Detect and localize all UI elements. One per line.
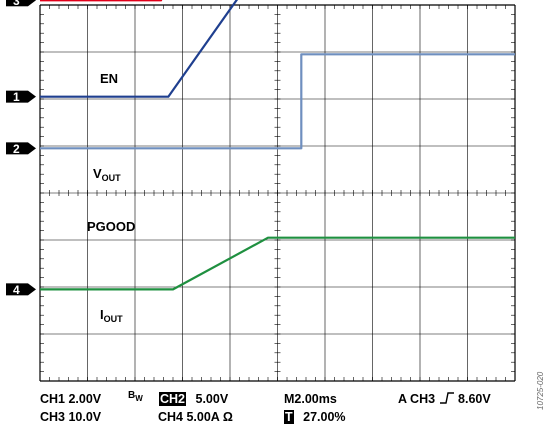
ch2-tag: CH2 bbox=[159, 392, 187, 406]
trace-vout bbox=[40, 0, 239, 98]
svg-text:1: 1 bbox=[13, 90, 20, 104]
bw-main: B bbox=[128, 390, 136, 401]
channel-marker-2: 2 bbox=[6, 142, 36, 156]
ch2-value: 5.00V bbox=[195, 392, 229, 406]
vout-label-sub: OUT bbox=[102, 173, 122, 183]
bw-sub: W bbox=[135, 394, 143, 403]
grid bbox=[39, 4, 516, 382]
footer-timebase: M2.00ms bbox=[284, 392, 337, 406]
iout-label-sub: OUT bbox=[104, 314, 124, 324]
vout-label: VOUT bbox=[93, 166, 121, 183]
t-value: 27.00% bbox=[303, 410, 346, 424]
footer-trigger-position: T 27.00% bbox=[284, 410, 346, 424]
figure-id: 10725-020 bbox=[536, 371, 545, 410]
svg-text:3: 3 bbox=[13, 0, 20, 8]
channel-marker-3: 3 bbox=[6, 0, 36, 8]
channel-markers: 3 1 2 4 bbox=[6, 0, 36, 297]
t-tag: T bbox=[284, 410, 294, 424]
trigger-level: 8.60V bbox=[458, 392, 491, 406]
iout-label-main: I bbox=[100, 307, 104, 322]
footer-ch1: CH1 2.00V bbox=[40, 392, 102, 406]
footer-ch4: CH4 5.00A Ω bbox=[158, 410, 233, 424]
trigger-prefix: A CH3 bbox=[398, 392, 436, 406]
footer-trigger: A CH3 8.60V bbox=[398, 392, 491, 406]
channel-marker-1: 1 bbox=[6, 90, 36, 104]
trace-iout bbox=[40, 236, 515, 291]
iout-label: IOUT bbox=[100, 307, 123, 324]
pgood-label: PGOOD bbox=[87, 219, 135, 234]
svg-text:2: 2 bbox=[13, 142, 20, 156]
trace-pgood bbox=[40, 53, 515, 150]
vout-label-main: V bbox=[93, 166, 102, 181]
rising-edge-icon bbox=[439, 392, 454, 404]
en-label: EN bbox=[100, 71, 118, 86]
footer-ch2: CH2 5.00V bbox=[159, 392, 228, 406]
svg-text:4: 4 bbox=[13, 283, 20, 297]
footer-ch3: CH3 10.0V bbox=[40, 410, 102, 424]
footer-bw: BW bbox=[128, 390, 143, 403]
channel-marker-4: 4 bbox=[6, 283, 36, 297]
traces bbox=[40, 0, 515, 291]
